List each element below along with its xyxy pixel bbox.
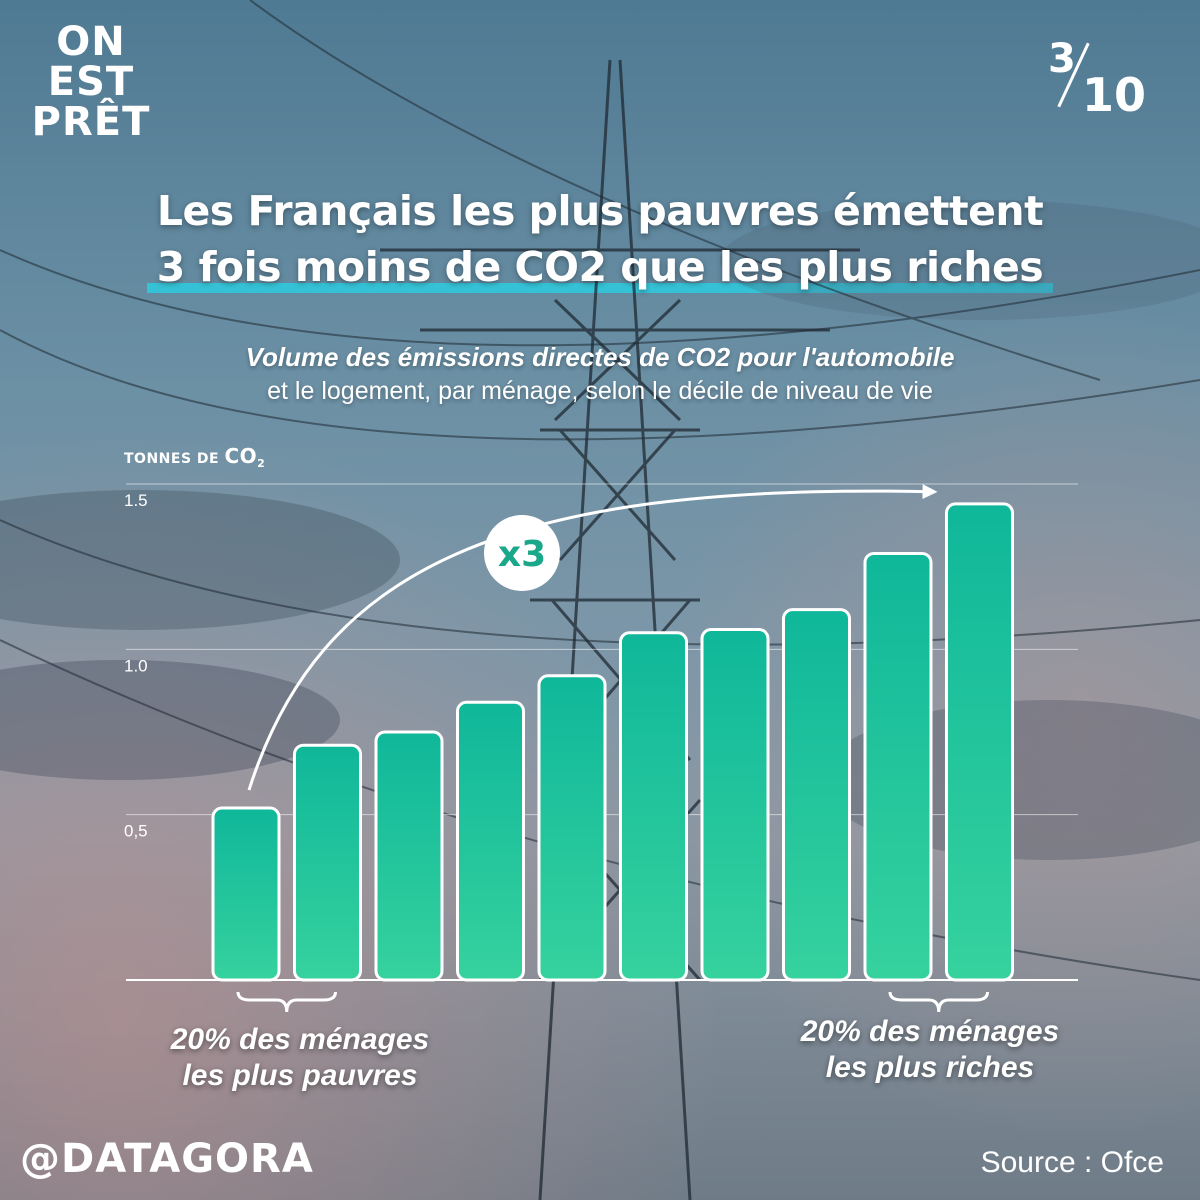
- brace-poorest: [236, 991, 337, 1013]
- title-line-1: Les Français les plus pauvres émettent: [156, 187, 1044, 235]
- subtitle-line-2: et le logement, par ménage, selon le déc…: [267, 377, 933, 405]
- brand-logo: ON EST PRÊT: [16, 22, 166, 142]
- group-richest-line-1: 20% des ménages: [800, 1015, 1060, 1048]
- logo-line-3: PRÊT: [31, 99, 151, 145]
- group-label-richest: 20% des ménages les plus riches: [770, 1014, 1090, 1086]
- bar-decile-10: [945, 502, 1014, 982]
- brace-richest: [888, 991, 989, 1013]
- y-tick-label: 0,5: [124, 822, 148, 841]
- group-richest-line-2: les plus riches: [825, 1051, 1035, 1084]
- bar-decile-2: [293, 743, 362, 982]
- multiplier-badge: x3: [484, 515, 560, 591]
- group-label-poorest: 20% des ménages les plus pauvres: [140, 1022, 460, 1094]
- chart-subtitle: Volume des émissions directes de CO2 pou…: [0, 340, 1200, 408]
- source-note: Source : Ofce: [980, 1146, 1164, 1179]
- logo-line-1: ON: [56, 19, 126, 65]
- slide-counter: 3 10: [1020, 30, 1170, 122]
- y-axis-label: TONNES DE CO2: [124, 444, 265, 470]
- bar-decile-1: [211, 806, 281, 982]
- logo-line-2: EST: [47, 59, 135, 105]
- bars: [211, 502, 1014, 982]
- bar-decile-5: [537, 674, 607, 982]
- bar-decile-7: [700, 627, 770, 982]
- multiplier-arrow: [247, 484, 938, 791]
- y-axis-label-prefix: TONNES DE: [124, 451, 225, 467]
- bar-decile-6: [619, 631, 688, 982]
- group-poorest-line-2: les plus pauvres: [182, 1059, 418, 1092]
- bar-decile-9: [863, 551, 933, 982]
- group-poorest-line-1: 20% des ménages: [170, 1023, 430, 1056]
- multiplier-label: x3: [498, 534, 546, 575]
- multiplier-badge-circle: [484, 515, 560, 591]
- y-axis-label-chem: CO: [224, 444, 258, 468]
- page-title: Les Français les plus pauvres émettent 3…: [0, 183, 1200, 295]
- y-tick-labels: 0,5 1.0 1.5: [124, 491, 148, 841]
- slide-total: 10: [1082, 68, 1147, 122]
- title-line-2-wrap: 3 fois moins de CO2 que les plus riches: [146, 239, 1054, 295]
- y-tick-label: 1.5: [124, 491, 148, 510]
- y-axis-label-sub: 2: [257, 456, 266, 470]
- subtitle-line-1: Volume des émissions directes de CO2 pou…: [245, 342, 955, 372]
- brand-handle: @DATAGORA: [20, 1136, 314, 1182]
- bar-decile-3: [374, 730, 444, 982]
- title-line-2: 3 fois moins de CO2 que les plus riches: [156, 243, 1044, 291]
- bar-decile-8: [782, 608, 851, 982]
- bar-decile-4: [456, 700, 525, 982]
- y-tick-label: 1.0: [124, 656, 148, 675]
